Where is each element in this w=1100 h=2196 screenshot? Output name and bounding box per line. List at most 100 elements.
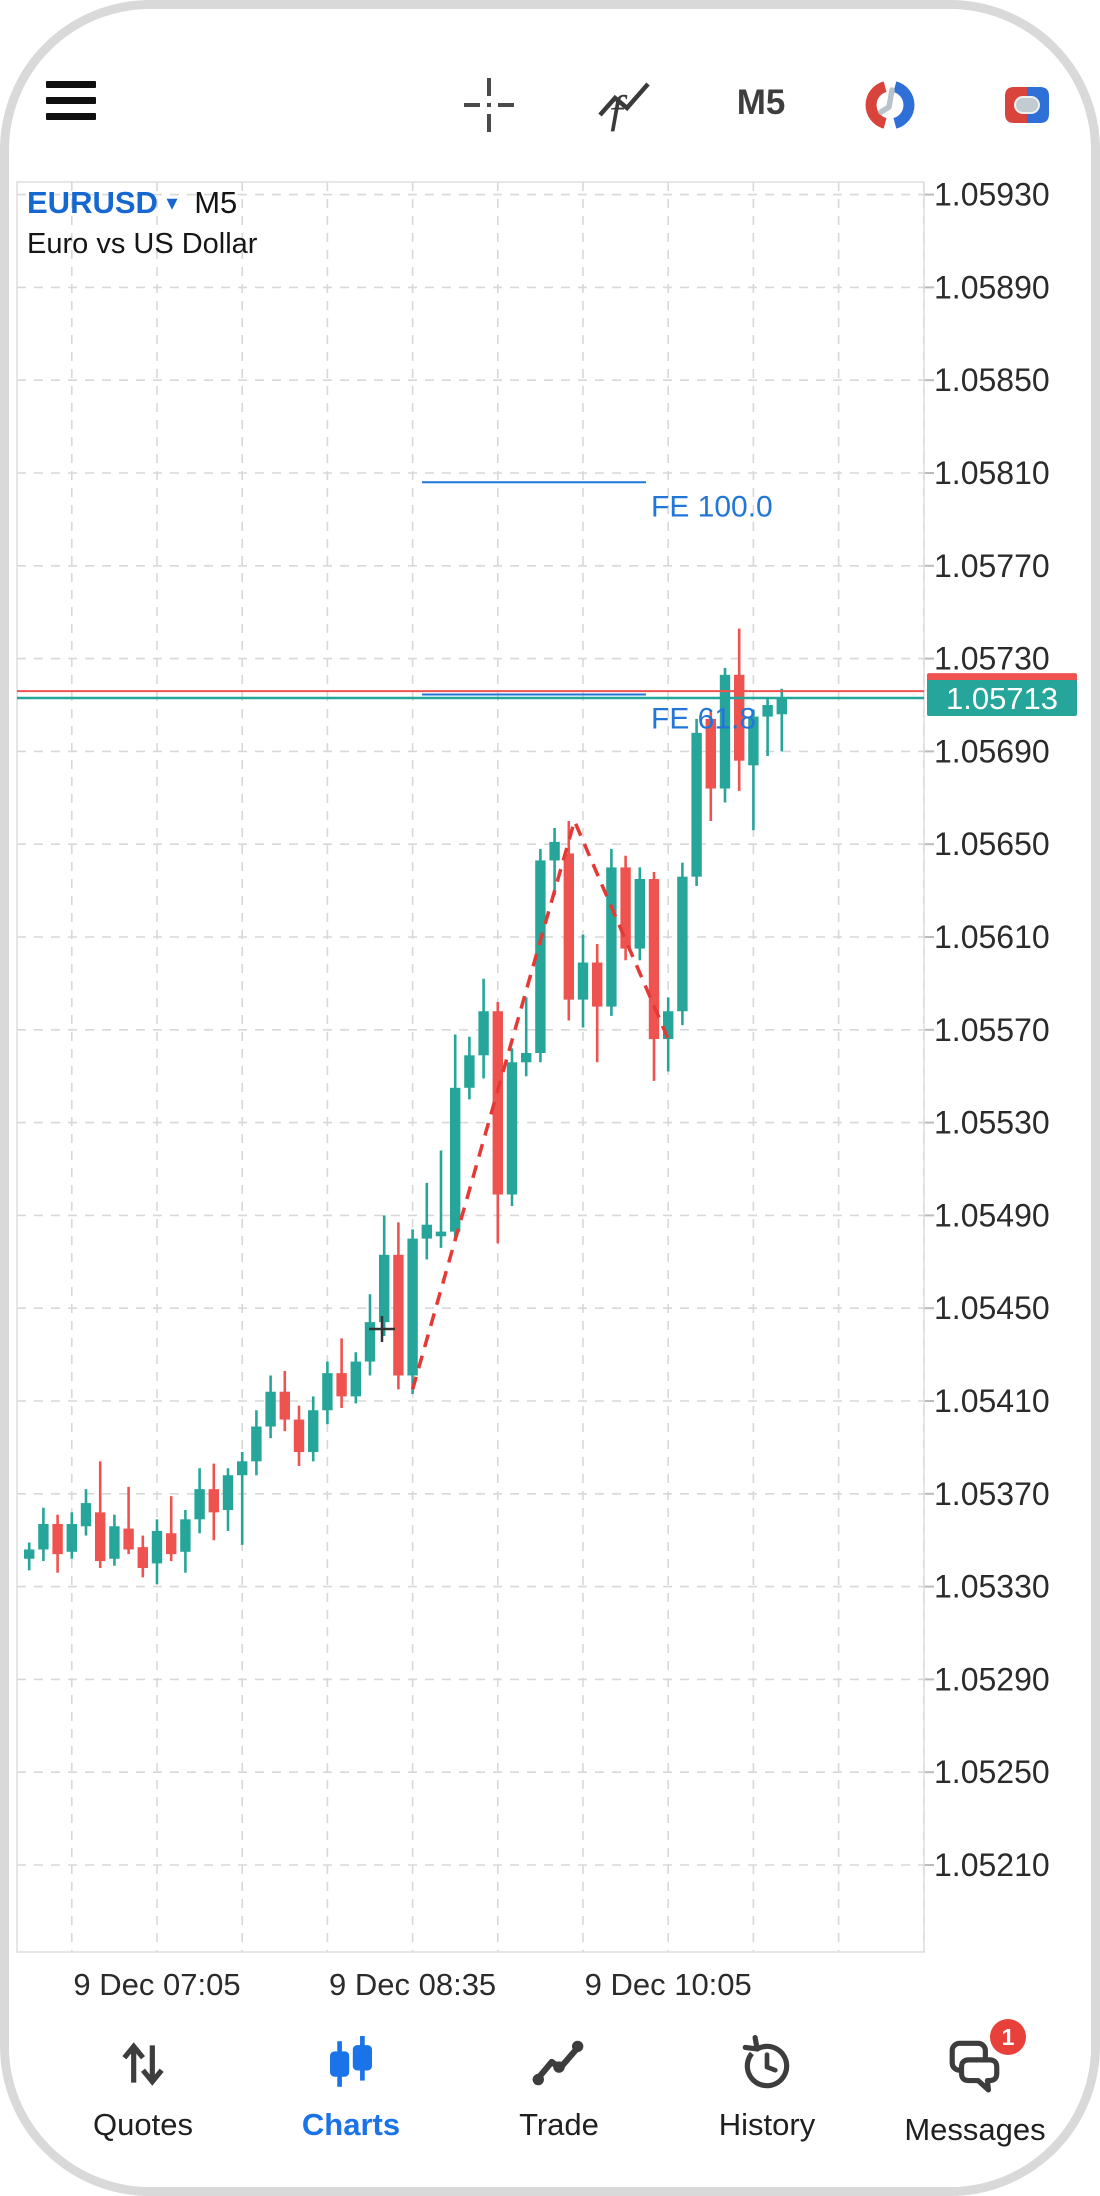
- candle-body: [308, 1410, 319, 1453]
- candle-body: [563, 853, 574, 1000]
- price-chart[interactable]: 1.05930 1.05890 1.05850 1.05810 1.05770 1.057…: [9, 9, 1100, 2196]
- plot-border: [16, 181, 925, 1953]
- nav-label: Messages: [904, 2112, 1046, 2147]
- menu-button[interactable]: [46, 81, 96, 123]
- candle-body: [265, 1391, 276, 1427]
- fibonacci-level-label: FE 100.0: [651, 490, 773, 523]
- candle-body: [80, 1503, 92, 1527]
- history-icon: [742, 2035, 790, 2089]
- candle-body: [194, 1489, 205, 1520]
- nav-item-messages[interactable]: 1 Messages: [871, 2017, 1079, 2187]
- candle-body: [66, 1523, 77, 1552]
- candle-body: [137, 1547, 148, 1569]
- y-axis-label: 1.05490: [934, 1197, 1050, 1233]
- candle-body: [251, 1426, 262, 1462]
- y-axis-label: 1.05930: [934, 177, 1050, 213]
- symbol-name: EURUSD: [27, 185, 158, 220]
- x-axis-label: 9 Dec 07:05: [73, 1967, 240, 2002]
- candle-body: [549, 841, 560, 861]
- candle-body: [464, 1055, 475, 1088]
- symbol-timeframe: M5: [194, 185, 238, 220]
- candle-body: [237, 1461, 248, 1476]
- candle-body: [38, 1523, 49, 1550]
- quotes-icon: [122, 2042, 164, 2086]
- candle-body: [606, 867, 617, 1007]
- y-axis-label: 1.05610: [934, 919, 1050, 955]
- candle-body: [279, 1391, 290, 1420]
- x-axis-label: 9 Dec 08:35: [329, 1967, 496, 2002]
- candle-body: [350, 1361, 361, 1397]
- y-axis-label: 1.05570: [934, 1012, 1050, 1048]
- symbol-description: Euro vs US Dollar: [27, 227, 258, 260]
- candle-body: [450, 1087, 461, 1232]
- candle-body: [180, 1519, 191, 1552]
- nav-item-history[interactable]: History: [663, 2017, 871, 2187]
- candle-body: [109, 1526, 120, 1559]
- timeframe-button[interactable]: M5: [736, 83, 786, 122]
- menu-icon: [46, 81, 96, 88]
- candle-body: [663, 1011, 674, 1040]
- candle-body: [151, 1530, 163, 1564]
- x-axis-label: 9 Dec 10:05: [585, 1967, 752, 2002]
- candle-body: [421, 1224, 432, 1239]
- symbol-selector[interactable]: EURUSD ▾ M5: [27, 185, 257, 221]
- candle-body: [691, 732, 702, 877]
- y-axis-label: 1.05290: [934, 1661, 1050, 1697]
- candle-body: [592, 962, 603, 1007]
- sessions-clock-icon[interactable]: [862, 77, 918, 133]
- chart-header: EURUSD ▾ M5 Euro vs US Dollar: [27, 185, 257, 261]
- charts-icon: [330, 2036, 372, 2087]
- trade-icon: [532, 2040, 584, 2086]
- y-axis-label: 1.05530: [934, 1105, 1050, 1141]
- candle-body: [492, 1011, 503, 1195]
- candle-body: [577, 962, 589, 1000]
- one-click-trading-icon[interactable]: [999, 77, 1055, 133]
- candle-body: [52, 1523, 63, 1555]
- candle-body: [435, 1231, 447, 1237]
- fibonacci-trend-line[interactable]: [410, 815, 670, 1390]
- candle-body: [620, 867, 631, 949]
- candle-body: [748, 716, 759, 766]
- candle-body: [24, 1549, 35, 1559]
- nav-label: Charts: [301, 2107, 401, 2142]
- candle-body: [364, 1322, 376, 1362]
- candle-body: [535, 860, 546, 1053]
- candle-body: [293, 1419, 305, 1453]
- nav-label: Quotes: [93, 2107, 193, 2142]
- nav-label: History: [718, 2107, 816, 2142]
- candle-body: [762, 705, 773, 717]
- messages-icon: [949, 2040, 1000, 2093]
- candle-body: [734, 674, 745, 761]
- candle-body: [95, 1512, 106, 1562]
- y-axis-label: 1.05770: [934, 548, 1050, 584]
- indicators-icon[interactable]: ƒ: [596, 77, 652, 133]
- y-axis-label: 1.05210: [934, 1847, 1050, 1883]
- bottom-navigation: Quotes Charts Trade: [9, 2017, 1091, 2187]
- chevron-down-icon: ▾: [166, 190, 178, 215]
- crosshair-icon[interactable]: [461, 77, 517, 133]
- bid-price-badge: [927, 680, 1077, 717]
- candle-body: [222, 1475, 234, 1511]
- candle-body: [166, 1533, 177, 1555]
- messages-badge: 1: [990, 2019, 1026, 2055]
- y-axis-label: 1.05410: [934, 1383, 1050, 1419]
- y-axis-label: 1.05370: [934, 1476, 1050, 1512]
- y-axis-label: 1.05730: [934, 641, 1050, 677]
- nav-item-quotes[interactable]: Quotes: [39, 2017, 247, 2187]
- svg-text:ƒ: ƒ: [606, 84, 629, 133]
- nav-item-trade[interactable]: Trade: [455, 2017, 663, 2187]
- candle-body: [506, 1062, 518, 1195]
- candle-body: [123, 1528, 134, 1550]
- y-axis-label: 1.05330: [934, 1569, 1050, 1605]
- candle-body: [407, 1238, 418, 1376]
- y-axis-label: 1.05690: [934, 733, 1050, 769]
- candle-body: [705, 718, 716, 789]
- candle-body: [208, 1489, 219, 1513]
- y-axis-label: 1.05850: [934, 362, 1050, 398]
- candle-body: [478, 1011, 489, 1056]
- candle-body: [648, 879, 660, 1040]
- candle-body: [336, 1373, 347, 1397]
- y-axis-label: 1.05650: [934, 826, 1050, 862]
- nav-item-charts[interactable]: Charts: [247, 2017, 455, 2187]
